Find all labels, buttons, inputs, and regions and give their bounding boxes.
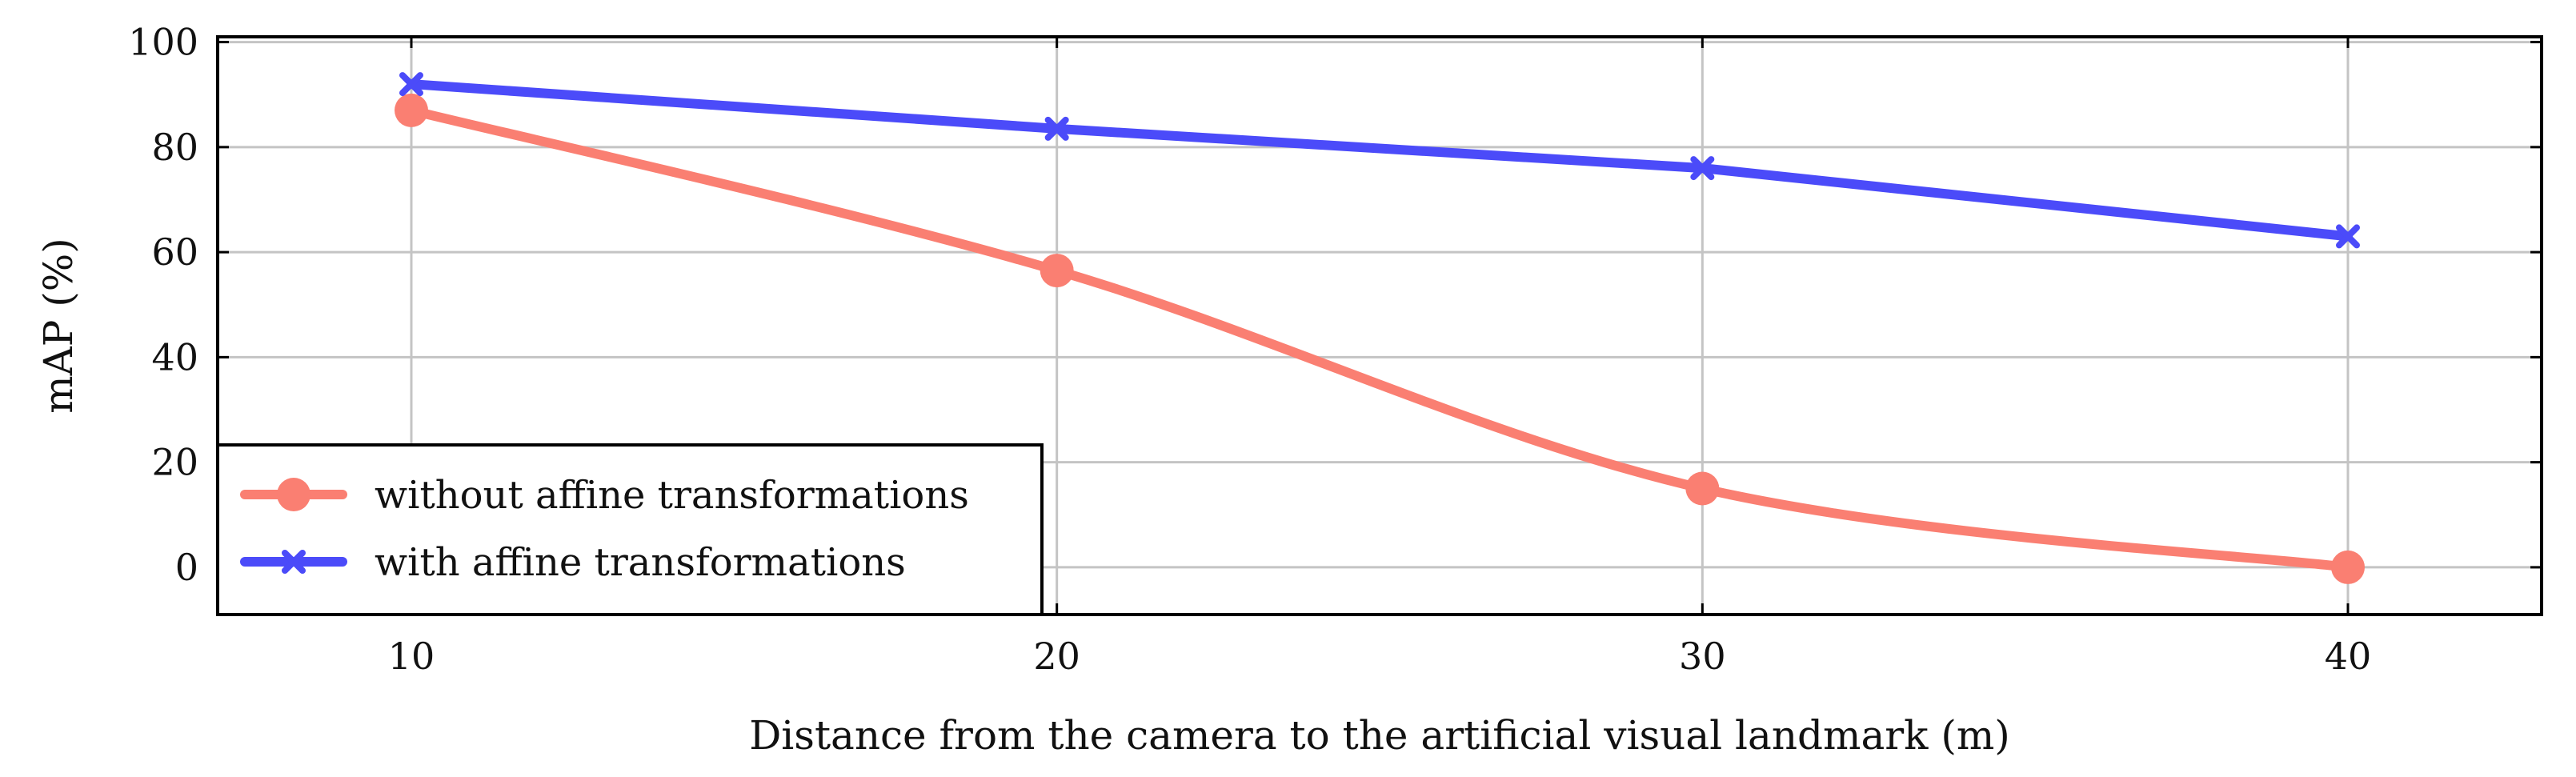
data-point-x (1044, 116, 1069, 141)
series-line-0 (407, 105, 2353, 572)
data-point-circle (1685, 471, 1720, 506)
x-tick-label: 20 (1033, 635, 1080, 678)
y-axis-label: mAP (%) (35, 238, 82, 414)
legend-marker-circle (277, 478, 310, 511)
data-point-x (2336, 224, 2360, 249)
legend-label-without-affine: without affine transformations (375, 473, 969, 518)
series-line-1 (407, 79, 2353, 242)
plot-frame (216, 35, 2543, 616)
x-tick-label: 30 (1679, 635, 1726, 678)
legend: without affine transformations with affi… (216, 443, 1044, 616)
legend-label-with-affine: with affine transformations (375, 540, 906, 585)
data-point-circle (1040, 254, 1074, 288)
x-tick-label: 10 (388, 635, 435, 678)
legend-box (216, 443, 1044, 616)
data-point-x (399, 72, 423, 97)
legend-marker-x (282, 550, 306, 574)
y-tick-label: 40 (151, 335, 198, 378)
y-tick-label: 80 (151, 126, 198, 169)
axis-ticks: 10 20 30 40 0 20 40 60 80 100 (128, 21, 2542, 678)
data-point-circle (395, 93, 428, 127)
series-layer (395, 72, 2365, 584)
data-point-x (1690, 156, 1715, 181)
y-tick-label: 0 (175, 546, 198, 589)
y-tick-label: 20 (151, 441, 198, 484)
x-tick-label: 40 (2325, 635, 2372, 678)
x-axis-label: Distance from the camera to the artifici… (749, 712, 2010, 759)
y-tick-label: 100 (128, 21, 198, 64)
data-point-circle (2331, 550, 2365, 584)
y-tick-label: 60 (151, 230, 198, 274)
